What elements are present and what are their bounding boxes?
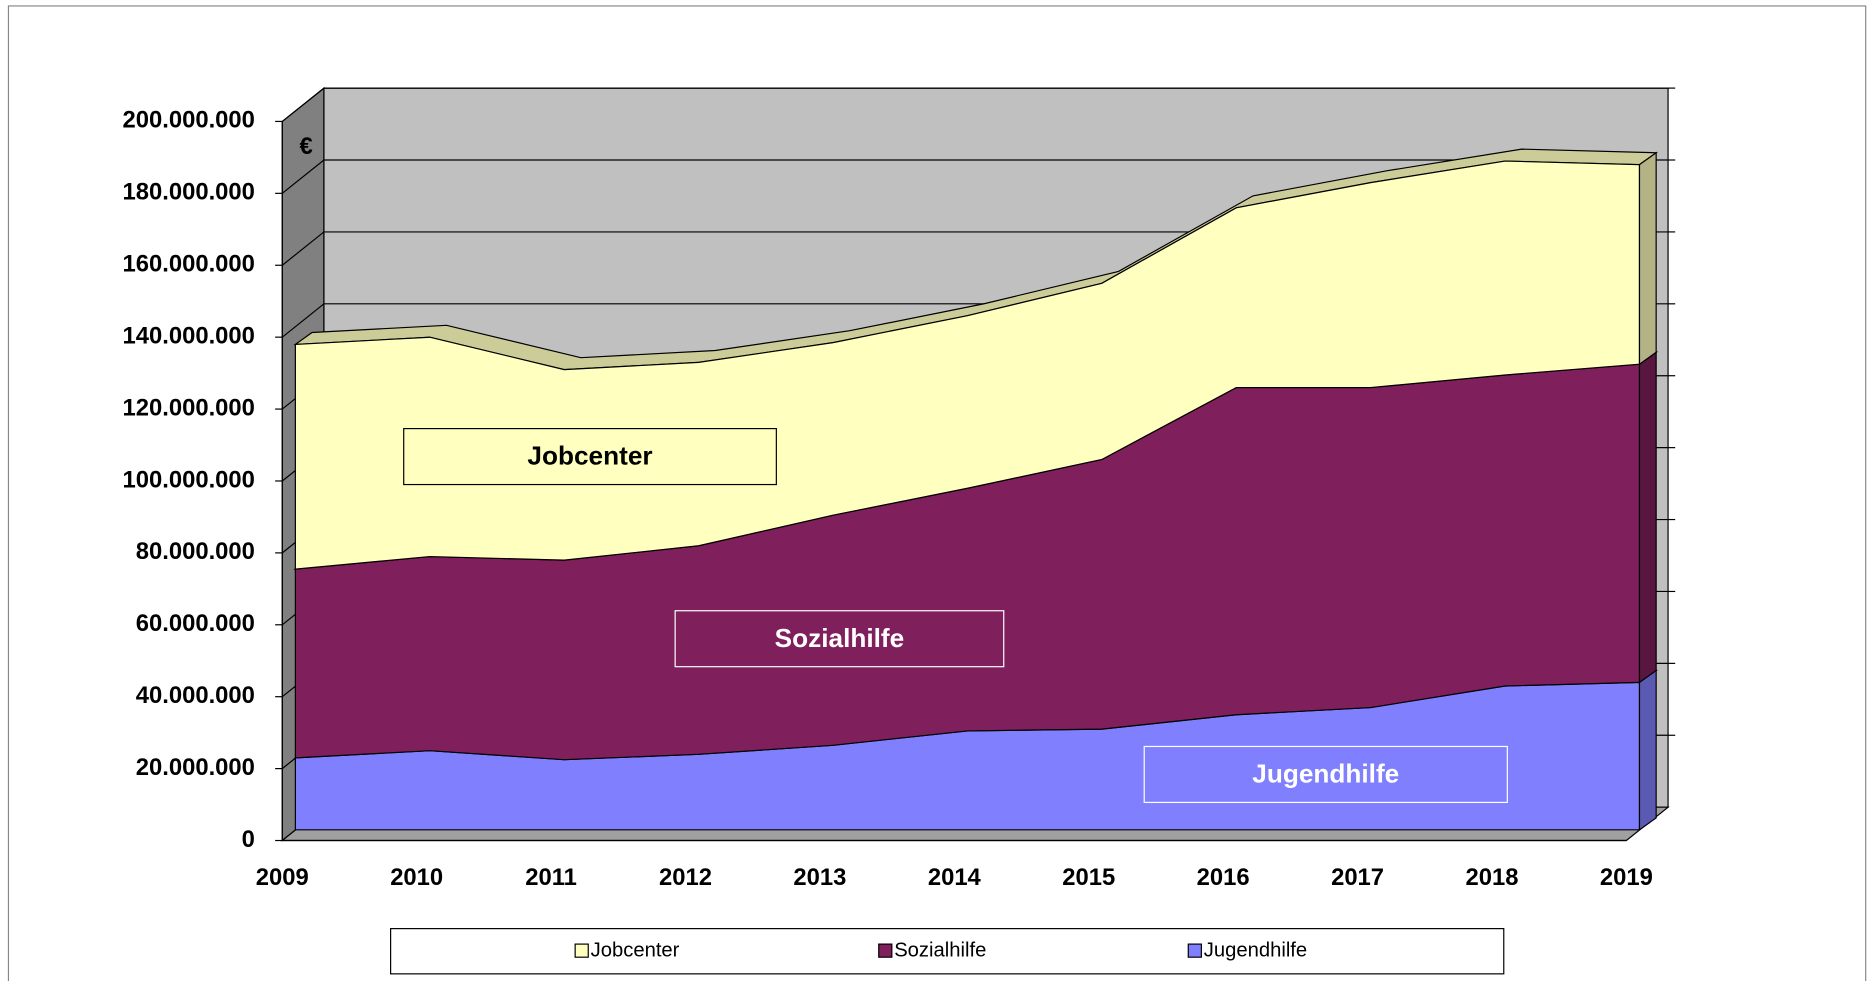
unit-label: €	[299, 133, 312, 160]
y-tick-label: 120.000.000	[123, 394, 255, 421]
y-tick-label: 20.000.000	[136, 754, 255, 781]
labels: 0 20.000.000 40.000.000 60.000.000 80.000.00…	[123, 107, 1653, 891]
y-tick-label: 200.000.000	[123, 107, 255, 134]
y-tick-label: 80.000.000	[136, 538, 255, 565]
x-tick-label: 2013	[793, 864, 846, 891]
y-tick-label: 0	[242, 826, 255, 853]
y-tick-label: 60.000.000	[136, 610, 255, 637]
area-side	[1638, 351, 1657, 684]
series-label-box	[403, 427, 777, 486]
x-tick-label: 2015	[1062, 864, 1115, 891]
series-label: Jobcenter	[527, 441, 652, 471]
x-tick-label: 2011	[525, 864, 577, 891]
x-tick-label: 2019	[1600, 864, 1653, 891]
y-tick-label: 180.000.000	[123, 179, 255, 206]
grid-line	[281, 231, 325, 266]
grid-line	[281, 303, 325, 338]
series-label: Sozialhilfe	[775, 623, 905, 653]
y-tick-label: 100.000.000	[123, 466, 255, 493]
legend-swatch	[1187, 943, 1202, 958]
grid-line	[281, 87, 325, 122]
area-side	[1638, 669, 1657, 831]
legend-swatch	[574, 943, 589, 958]
y-tick-label: 160.000.000	[123, 251, 255, 278]
legend-items: Jobcenter Sozialhilfe Jugendhilfe	[574, 940, 1307, 962]
x-tick-label: 2016	[1197, 864, 1250, 891]
legend-label: Sozialhilfe	[894, 940, 986, 962]
series-label-box	[674, 610, 1005, 668]
legend-label: Jugendhilfe	[1204, 940, 1307, 962]
grid-line	[281, 159, 325, 194]
x-tick-label: 2014	[928, 864, 982, 891]
x-tick-label: 2012	[659, 864, 712, 891]
x-tick-label: 2010	[390, 864, 443, 891]
series-label-box	[1143, 745, 1508, 804]
legend-label: Jobcenter	[591, 940, 680, 962]
series-label: Jugendhilfe	[1252, 759, 1399, 789]
x-tick-label: 2017	[1331, 864, 1384, 891]
area-side	[1638, 151, 1657, 366]
y-tick-label: 140.000.000	[123, 322, 255, 349]
legend-swatch	[878, 943, 893, 958]
y-tick-label: 40.000.000	[136, 682, 255, 709]
x-tick-label: 2009	[256, 864, 309, 891]
x-tick-label: 2018	[1466, 864, 1519, 891]
